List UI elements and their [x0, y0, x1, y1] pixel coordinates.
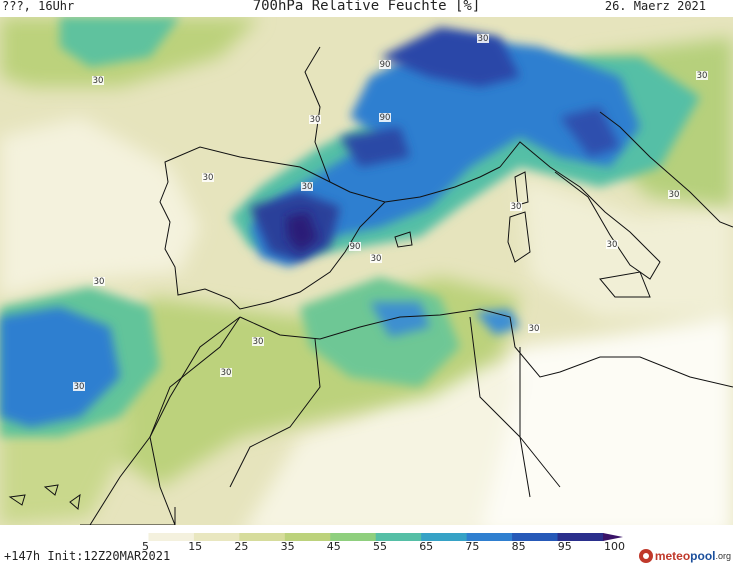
colorbar-tick-label: 55	[373, 540, 387, 553]
valid-time-label: ???, 16Uhr	[2, 0, 75, 13]
contour-label: 90	[350, 242, 361, 252]
field-blue-algeria	[370, 302, 430, 337]
valid-date-label: 26. Maerz 2021	[604, 0, 706, 13]
contour-label: 30	[371, 254, 382, 264]
field-darkblue-biscay	[340, 127, 410, 167]
contour-label-bg	[696, 71, 708, 80]
coast-corsica	[514, 171, 529, 206]
contour-label: 30	[697, 71, 708, 81]
contour-label: 30	[478, 34, 489, 44]
contour-label: 30	[310, 115, 321, 125]
field-max-spain	[286, 212, 318, 252]
coast-sardinia	[507, 211, 531, 263]
colorbar-tick-label: 95	[557, 540, 572, 553]
coast-sicily	[599, 271, 651, 298]
contour-label-bg	[202, 173, 214, 182]
field-dry-italy	[520, 177, 733, 317]
contour-label-bg	[309, 115, 321, 124]
coast-adriatic	[599, 111, 733, 228]
logo-icon	[638, 549, 653, 563]
contour-label-bg	[92, 76, 104, 85]
contour-label: 30	[607, 240, 618, 250]
contour-label-bg	[252, 337, 264, 346]
field-dry-central	[247, 357, 520, 525]
contour-label: 30	[221, 368, 232, 378]
colorbar	[103, 528, 628, 547]
field-blue-band	[250, 37, 640, 267]
colorbar-tick-label: 65	[419, 540, 434, 553]
contour-label: 30	[74, 382, 85, 392]
coast-italy	[499, 141, 661, 280]
contour-label-bg	[379, 60, 391, 69]
field-dry-atlantic	[0, 117, 200, 297]
colorbar-tick-label: 100	[604, 540, 625, 553]
contour-label-bg	[510, 202, 522, 211]
field-blue-tunisia	[475, 309, 520, 335]
border-mauritania	[80, 507, 176, 525]
border-morocco	[149, 316, 241, 525]
init-time-label: +147h Init:12Z20MAR2021	[4, 549, 171, 563]
colorbar-segment	[103, 533, 149, 541]
contour-label: 30	[94, 277, 105, 287]
contour-label: 90	[380, 60, 391, 70]
humidity-map: 30 30 90 90 30 30 30 90 30 30 30 30 30 30 30 30 30 30	[0, 17, 733, 525]
contour-label-bg	[73, 382, 85, 391]
colorbar-tick-label: 15	[188, 540, 203, 553]
field-teal-north	[60, 17, 180, 67]
contour-label-bg	[528, 324, 540, 333]
contour-label-bg	[668, 190, 680, 199]
contour-labels: 30 30 90 90 30 30 30 90 30 30 30 30 30 30 30 30 30 30	[73, 34, 708, 392]
contour-label-bg	[220, 368, 232, 377]
contour-label-bg	[477, 34, 489, 43]
contour-label-bg	[301, 182, 313, 191]
colorbar-segment	[466, 533, 513, 541]
meteopool-logo[interactable]: meteo pool .org	[638, 547, 731, 565]
coast-canaries	[8, 484, 81, 510]
field-blue-atlantic	[0, 307, 120, 427]
colorbar-tick-label: 85	[511, 540, 526, 553]
colorbar-segment	[375, 533, 422, 541]
colorbar-segment	[284, 533, 331, 541]
contour-label-bg	[93, 277, 105, 286]
colorbar-tick-label: 75	[465, 540, 480, 553]
contour-label: 90	[380, 113, 391, 123]
colorbar-segment	[330, 533, 377, 541]
map-title: 700hPa Relative Feuchte [%]	[252, 0, 481, 14]
coastlines	[8, 46, 733, 525]
coast-atlantic-africa	[89, 316, 241, 525]
field-darkblue-adriatic	[560, 107, 620, 157]
border-libya	[519, 347, 561, 488]
coast-france	[304, 46, 501, 203]
contour-label: 30	[529, 324, 540, 334]
colorbar-tick-label: 25	[234, 540, 249, 553]
contour-label: 30	[302, 182, 313, 192]
colorbar-segment	[512, 533, 559, 541]
colorbar-scale	[103, 533, 623, 541]
contour-label: 30	[511, 202, 522, 212]
coast-north-africa	[239, 308, 733, 388]
contour-label: 30	[669, 190, 680, 200]
header-bar: ???, 16Uhr 700hPa Relative Feuchte [%] 2…	[0, 0, 733, 17]
contour-label-bg	[349, 242, 361, 251]
contour-label-bg	[379, 113, 391, 122]
colorbar-segment	[193, 533, 240, 541]
contour-label-bg	[606, 240, 618, 249]
contour-label: 30	[253, 337, 264, 347]
coast-mallorca	[394, 231, 413, 248]
contour-label: 30	[93, 76, 104, 86]
contour-label: 30	[203, 173, 214, 183]
colorbar-tick-label: 5	[142, 540, 149, 553]
colorbar-segment	[421, 533, 468, 541]
colorbar-segment	[239, 533, 286, 541]
colorbar-segment	[148, 533, 195, 541]
colorbar-max-arrow	[603, 533, 623, 541]
colorbar-segment	[557, 533, 604, 541]
border-algeria	[229, 316, 531, 498]
colorbar-tick-label: 45	[326, 540, 341, 553]
colorbar-tick-label: 35	[280, 540, 295, 553]
contour-label-bg	[370, 254, 382, 263]
coast-iberia	[159, 146, 386, 310]
